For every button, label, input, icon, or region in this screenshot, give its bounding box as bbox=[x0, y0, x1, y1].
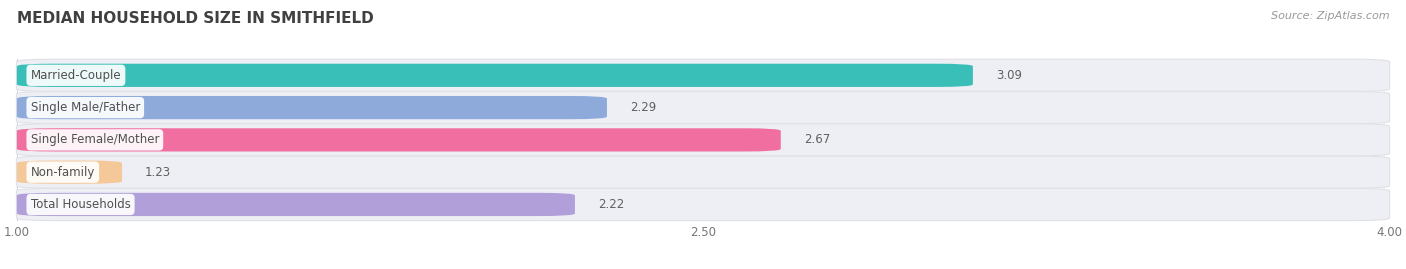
Text: Non-family: Non-family bbox=[31, 166, 96, 179]
FancyBboxPatch shape bbox=[17, 96, 607, 119]
Text: MEDIAN HOUSEHOLD SIZE IN SMITHFIELD: MEDIAN HOUSEHOLD SIZE IN SMITHFIELD bbox=[17, 11, 374, 26]
Text: 2.67: 2.67 bbox=[804, 133, 830, 146]
FancyBboxPatch shape bbox=[17, 124, 1389, 156]
Text: 2.22: 2.22 bbox=[598, 198, 624, 211]
FancyBboxPatch shape bbox=[17, 64, 973, 87]
Text: Source: ZipAtlas.com: Source: ZipAtlas.com bbox=[1271, 11, 1389, 21]
Text: Total Households: Total Households bbox=[31, 198, 131, 211]
Text: 1.23: 1.23 bbox=[145, 166, 172, 179]
Text: 3.09: 3.09 bbox=[995, 69, 1022, 82]
FancyBboxPatch shape bbox=[17, 193, 575, 216]
FancyBboxPatch shape bbox=[17, 91, 1389, 124]
FancyBboxPatch shape bbox=[17, 156, 1389, 188]
FancyBboxPatch shape bbox=[17, 59, 1389, 91]
FancyBboxPatch shape bbox=[17, 128, 780, 151]
Text: 2.29: 2.29 bbox=[630, 101, 657, 114]
Text: Single Female/Mother: Single Female/Mother bbox=[31, 133, 159, 146]
FancyBboxPatch shape bbox=[17, 188, 1389, 221]
FancyBboxPatch shape bbox=[17, 161, 122, 184]
Text: Married-Couple: Married-Couple bbox=[31, 69, 121, 82]
Text: Single Male/Father: Single Male/Father bbox=[31, 101, 141, 114]
